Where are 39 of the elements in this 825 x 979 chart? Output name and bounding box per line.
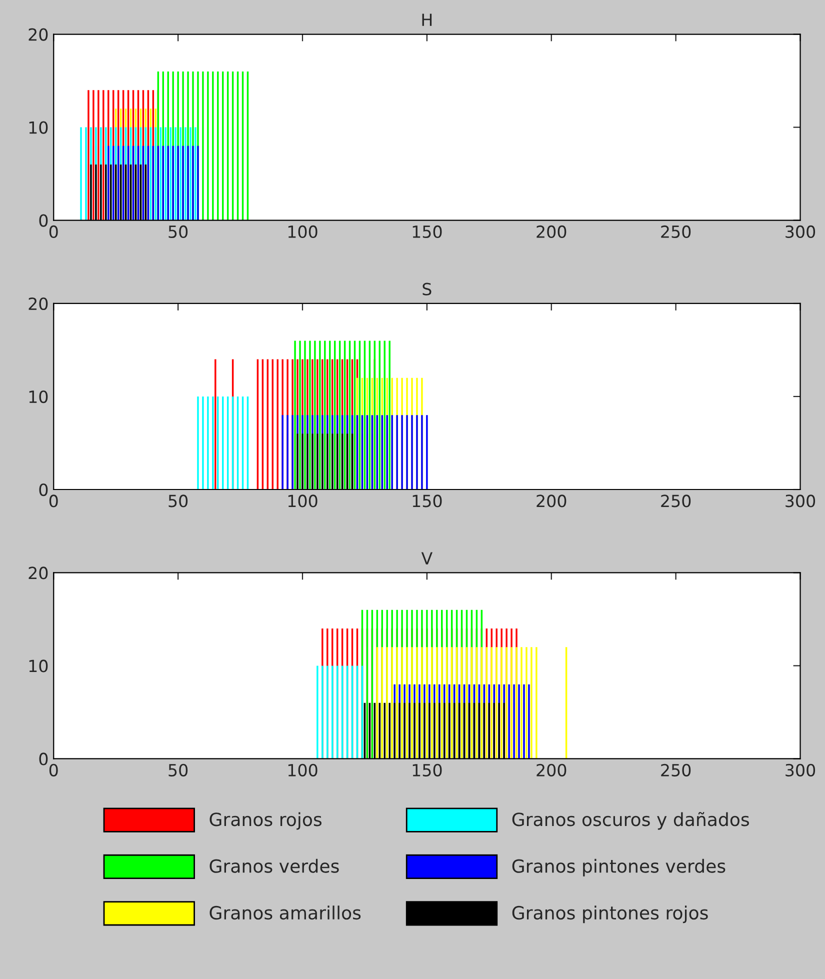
x-tick-label: 100 [288, 764, 318, 776]
x-tick-label: 100 [288, 494, 318, 508]
x-tick-label: 50 [168, 494, 188, 508]
y-tick-label: 0 [39, 752, 48, 766]
x-tick-label: 0 [49, 764, 58, 776]
y-tick-label: 10 [29, 390, 48, 404]
y-tick-label: 0 [39, 214, 48, 227]
y-tick-label: 10 [29, 121, 48, 134]
legend-label: Granos pintones rojos [512, 906, 708, 924]
legend-label: Granos pintones verdes [512, 858, 726, 876]
x-tick-label: 150 [412, 764, 442, 776]
chart-title: H [422, 14, 432, 26]
x-tick-label: 250 [661, 764, 691, 776]
x-tick-label: 50 [168, 225, 188, 238]
x-tick-label: 150 [412, 225, 442, 238]
y-tick-label: 20 [28, 566, 48, 580]
x-tick-label: 200 [536, 494, 566, 508]
y-tick-label: 20 [28, 28, 48, 41]
y-tick-label: 0 [39, 483, 48, 496]
y-tick-label: 20 [28, 297, 48, 310]
x-tick-label: 100 [288, 225, 318, 238]
x-tick-label: 250 [661, 494, 691, 508]
y-tick-label: 10 [29, 660, 48, 672]
x-tick-label: 0 [49, 225, 58, 238]
x-tick-label: 200 [536, 225, 566, 238]
x-tick-label: 300 [786, 494, 816, 508]
x-tick-label: 300 [786, 225, 816, 238]
legend-label: Granos amarillos [210, 906, 361, 920]
chart-title: S [422, 282, 432, 296]
x-tick-label: 200 [536, 764, 566, 776]
x-tick-label: 50 [168, 764, 188, 776]
chart-title: V [421, 552, 432, 564]
legend-label: Granos verdes [210, 858, 339, 873]
x-tick-label: 0 [49, 494, 58, 508]
x-tick-label: 250 [661, 225, 691, 238]
x-tick-label: 150 [412, 494, 442, 508]
x-tick-label: 300 [786, 764, 816, 776]
legend-label: Granos rojos [210, 812, 322, 830]
legend-label: Granos oscuros y dañados [512, 812, 749, 830]
